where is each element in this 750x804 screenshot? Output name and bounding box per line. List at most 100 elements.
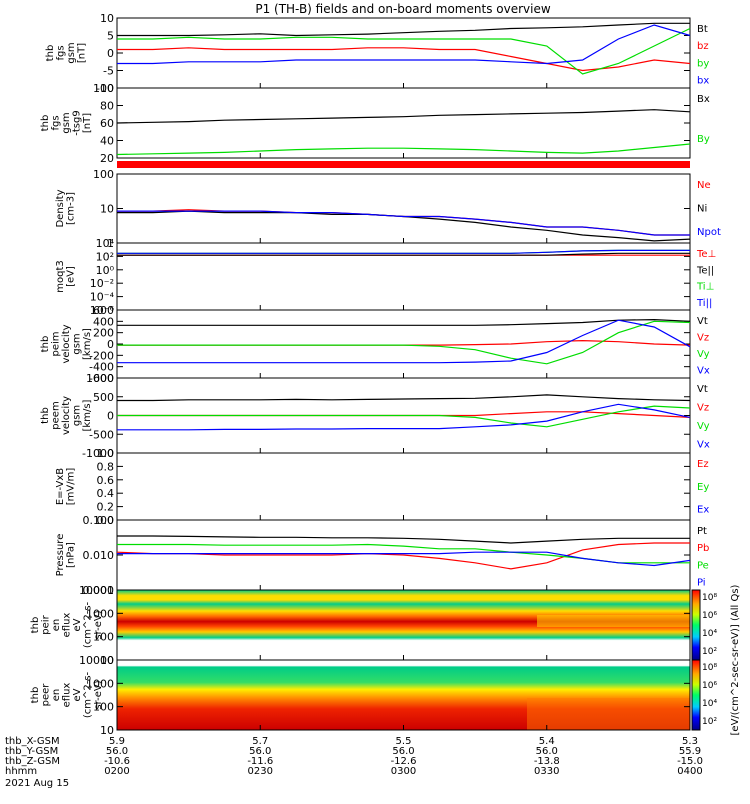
x-tick-value: 5.7	[252, 736, 268, 747]
colorbar-tick-label: 10⁸	[702, 663, 717, 673]
y-tick-label: 10	[100, 12, 114, 25]
legend-Ti⊥: Ti⊥	[696, 282, 714, 293]
legend-Ey: Ey	[697, 482, 709, 493]
y-axis-label-line: [eV]	[66, 266, 77, 287]
legend-Bx: Bx	[697, 94, 710, 105]
y-tick-label: -400	[89, 361, 114, 374]
y-axis-label-line: [cm-3]	[66, 192, 77, 225]
legend-By: By	[697, 134, 710, 145]
y-axis-label-line: thb	[30, 617, 41, 634]
legend-Pe: Pe	[697, 560, 709, 571]
legend-Te||: Te||	[696, 265, 714, 276]
panel-10: 10000 1000 100 10 thbpeerenefluxeV(cm^2-s-sr…	[30, 654, 691, 737]
y-axis-label: Pressure[nPa]	[55, 534, 77, 577]
y-tick-label: 20	[100, 152, 114, 165]
y-axis-label: thbpeemvelocitygsm[km/s]	[40, 396, 93, 435]
legend-Vz: Vz	[697, 403, 709, 414]
spectrogram-shift	[537, 615, 690, 627]
panel-frame	[116, 309, 691, 379]
y-axis-label-line: thb	[40, 407, 51, 424]
y-tick-label: 10⁻⁴	[90, 291, 115, 304]
y-axis-label-line: gsm	[61, 112, 72, 133]
y-tick-label: 0	[107, 47, 114, 60]
colorbar-label: [eV/(cm^2-sec-sr-eV)] (All Qs)	[730, 584, 741, 735]
y-axis-label-line: -tsg9	[72, 110, 83, 135]
y-axis-label-line: Pressure	[55, 534, 66, 577]
series-line-Vt	[117, 318, 691, 326]
series-line-Pt	[117, 535, 690, 544]
y-tick-label: 10⁻²	[90, 277, 114, 290]
y-axis-label-line: velocity	[61, 396, 72, 435]
series-line-Ni	[117, 210, 691, 242]
y-axis-label-line: eV	[72, 618, 83, 631]
y-tick-label: 0.6	[97, 474, 115, 487]
colorbar-tick-label: 10⁶	[702, 681, 717, 691]
y-axis-label: E=-VxB[mV/m]	[55, 468, 77, 506]
x-tick-value: -11.6	[247, 756, 273, 767]
legend-Vy: Vy	[697, 349, 710, 360]
x-tick-value: -15.0	[677, 756, 703, 767]
y-tick-label: -10	[96, 82, 114, 95]
y-tick-label: 10⁻⁶	[90, 304, 115, 317]
y-axis-label: thbpeerenefluxeV(cm^2-s-sr-eV)	[30, 671, 104, 718]
series-line-Pi	[117, 551, 691, 567]
legend-Vx: Vx	[697, 366, 710, 377]
spectrogram-shift	[527, 698, 690, 730]
colorbar-tick-label: 10²	[702, 717, 717, 727]
colorbar-tick-label: 10⁸	[702, 593, 717, 603]
x-tick-value: 56.0	[106, 746, 128, 757]
y-tick-label: 0.0	[97, 514, 115, 527]
y-tick-label: 1000	[86, 372, 114, 385]
y-tick-label: 10²	[96, 250, 114, 263]
y-tick-label: 600	[93, 304, 114, 317]
y-tick-label: 10	[100, 203, 114, 216]
legend-Ex: Ex	[697, 505, 709, 516]
x-axis-row-label: hhmm	[5, 766, 37, 777]
x-axis-row-label: thb_Z-GSM	[5, 756, 60, 767]
y-tick-label: -200	[89, 349, 114, 362]
panel-7: 1.00.80.60.40.20.0 E=-VxB[mV/m] Ez Ey Ex	[55, 447, 709, 527]
panel-9: 10000 1000 100 10 thbpeirenefluxeV(cm^2-s-sr…	[30, 584, 691, 667]
y-tick-label: 0.4	[97, 487, 115, 500]
x-tick-value: 56.0	[249, 746, 271, 757]
colorbar-tick-label: 10⁴	[702, 629, 717, 639]
y-tick-label: 100	[93, 168, 114, 181]
y-axis-label-line: thb	[30, 687, 41, 704]
legend-Pt: Pt	[697, 526, 707, 537]
y-tick-label: 0	[107, 338, 114, 351]
y-tick-label: 10⁴	[96, 237, 115, 250]
colorbar-tick-label: 10⁴	[702, 699, 717, 709]
series-line-by	[117, 27, 691, 75]
legend-Ni: Ni	[697, 204, 707, 215]
x-tick-value: 0200	[104, 766, 129, 777]
y-tick-label: 1000	[86, 607, 114, 620]
y-tick-label: 1	[107, 237, 114, 250]
chart-title: P1 (TH-B) fields and on-board moments ov…	[255, 2, 551, 16]
y-axis-label-line: (cm^2-s-	[83, 671, 94, 718]
series-line-Vx	[117, 403, 691, 431]
x-tick-value: -13.8	[534, 756, 560, 767]
y-axis-label-line: peer	[41, 683, 52, 707]
legend-Vy: Vy	[697, 421, 710, 432]
y-axis-label-line: sr-eV)	[93, 610, 104, 639]
legend-bx: bx	[697, 75, 709, 86]
series-line-Vx	[117, 319, 691, 364]
panel-frame	[116, 173, 691, 244]
legend-Vx: Vx	[697, 440, 710, 451]
series-line-Bt	[117, 22, 690, 37]
x-tick-value: 5.4	[539, 736, 555, 747]
y-tick-label: 100	[93, 82, 114, 95]
y-tick-label: 200	[93, 327, 114, 340]
series-line-Ne	[117, 209, 690, 236]
x-axis-row-label: thb_X-GSM	[5, 736, 60, 747]
series-line-Bx	[116, 109, 691, 124]
series-line-Te||	[117, 252, 690, 256]
series-line-By	[116, 143, 691, 156]
y-tick-label: 1.0	[97, 447, 115, 460]
legend-Npot: Npot	[697, 227, 721, 238]
y-tick-label: -500	[89, 428, 114, 441]
legend-Ti||: Ti||	[696, 298, 712, 309]
legend-Pi: Pi	[697, 577, 706, 588]
y-axis-label-line: [nT]	[77, 43, 88, 63]
